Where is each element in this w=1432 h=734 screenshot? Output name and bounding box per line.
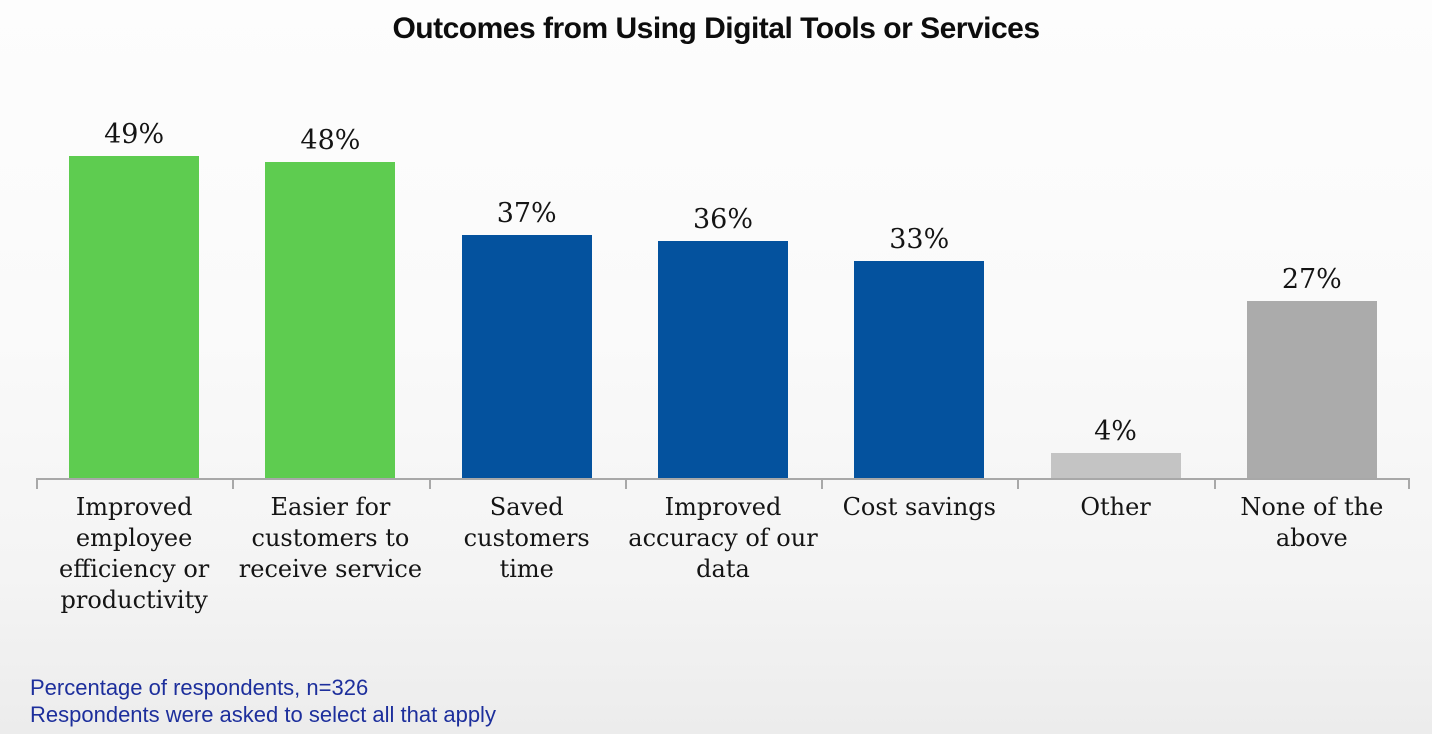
category-label: Easier for customers to receive service: [238, 493, 423, 583]
bar-value-label: 49%: [104, 118, 165, 150]
axis-tick: [428, 478, 431, 489]
bar-value-label: 4%: [1094, 415, 1137, 447]
bar: [461, 234, 592, 479]
axis-tick: [624, 478, 627, 489]
category-labels: Improved employee efficiency or producti…: [36, 492, 1410, 616]
category-label: Saved customers time: [463, 493, 590, 583]
bar-value-label: 36%: [692, 204, 753, 236]
category-label: Improved accuracy of our data: [628, 493, 818, 583]
bar-value-label: 37%: [496, 197, 557, 229]
category-label: Improved employee efficiency or producti…: [59, 493, 210, 614]
bar-column: 36%: [625, 80, 821, 479]
footnote: Percentage of respondents, n=326 Respond…: [30, 674, 496, 728]
bar-column: 27%: [1214, 80, 1410, 479]
bar-column: 37%: [429, 80, 625, 479]
bar: [265, 162, 396, 479]
bar: [69, 155, 200, 479]
axis-tick: [1213, 478, 1216, 489]
bar-column: 4%: [1017, 80, 1213, 479]
bar-value-label: 27%: [1281, 263, 1342, 295]
axis-tick: [232, 478, 235, 489]
bar: [1246, 300, 1377, 479]
footnote-line2: Respondents were asked to select all tha…: [30, 702, 496, 727]
bar-value-label: 48%: [300, 125, 361, 157]
footnote-line1: Percentage of respondents, n=326: [30, 675, 369, 700]
bar: [657, 241, 788, 479]
axis-tick: [821, 478, 824, 489]
axis-tick: [36, 478, 38, 489]
bar-column: 33%: [821, 80, 1017, 479]
axis-tick: [1017, 478, 1020, 489]
x-axis-line: [36, 478, 1410, 489]
axis-tick: [1408, 478, 1410, 489]
bar-column: 48%: [232, 80, 428, 479]
category-label: None of the above: [1240, 493, 1384, 552]
category-label: Cost savings: [842, 493, 996, 521]
plot-area: 49% 48% 37% 36% 33% 4% 27%: [36, 80, 1410, 479]
category-label: Other: [1080, 493, 1151, 521]
bar: [1050, 452, 1181, 479]
bar: [854, 261, 985, 479]
bar-value-label: 33%: [889, 224, 950, 256]
chart-title: Outcomes from Using Digital Tools or Ser…: [392, 12, 1040, 45]
bar-column: 49%: [36, 80, 232, 479]
